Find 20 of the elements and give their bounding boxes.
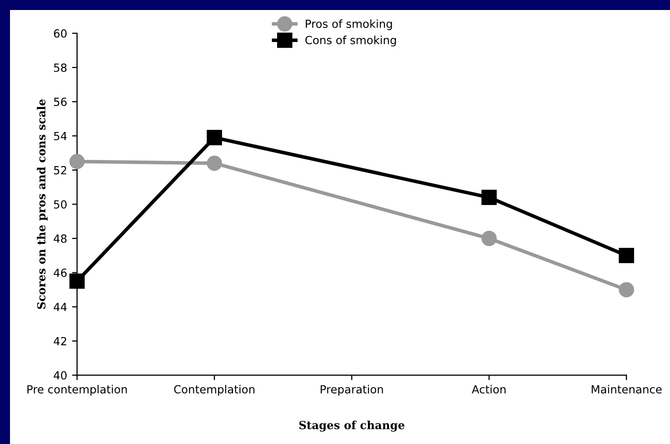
x-tick-label: Action [472, 384, 506, 394]
y-tick-label: 52 [54, 166, 66, 174]
y-tick-label: 58 [54, 63, 67, 72]
y-tick-label: 48 [54, 234, 67, 243]
y-tick-label: 42 [54, 336, 66, 346]
x-axis-title: Stages of change [299, 420, 404, 432]
y-axis-title: Scores on the pros and cons scale [36, 99, 48, 309]
x-tick-label: Pre contemplation [27, 384, 127, 396]
legend-label: Cons of smoking [305, 36, 396, 46]
y-tick-label: 60 [54, 29, 67, 38]
y-tick-label: 46 [54, 268, 67, 277]
y-tick-label: 40 [54, 371, 67, 380]
y-tick-label: 50 [54, 200, 67, 209]
x-tick-label: Contemplation [174, 384, 254, 396]
legend-label: Pros of smoking [306, 19, 392, 30]
y-tick-label: 54 [54, 132, 67, 140]
x-tick-label: Preparation [320, 384, 383, 396]
y-tick-label: 56 [54, 98, 67, 106]
y-tick-label: 44 [54, 302, 67, 312]
x-tick-label: Maintenance [592, 384, 662, 394]
